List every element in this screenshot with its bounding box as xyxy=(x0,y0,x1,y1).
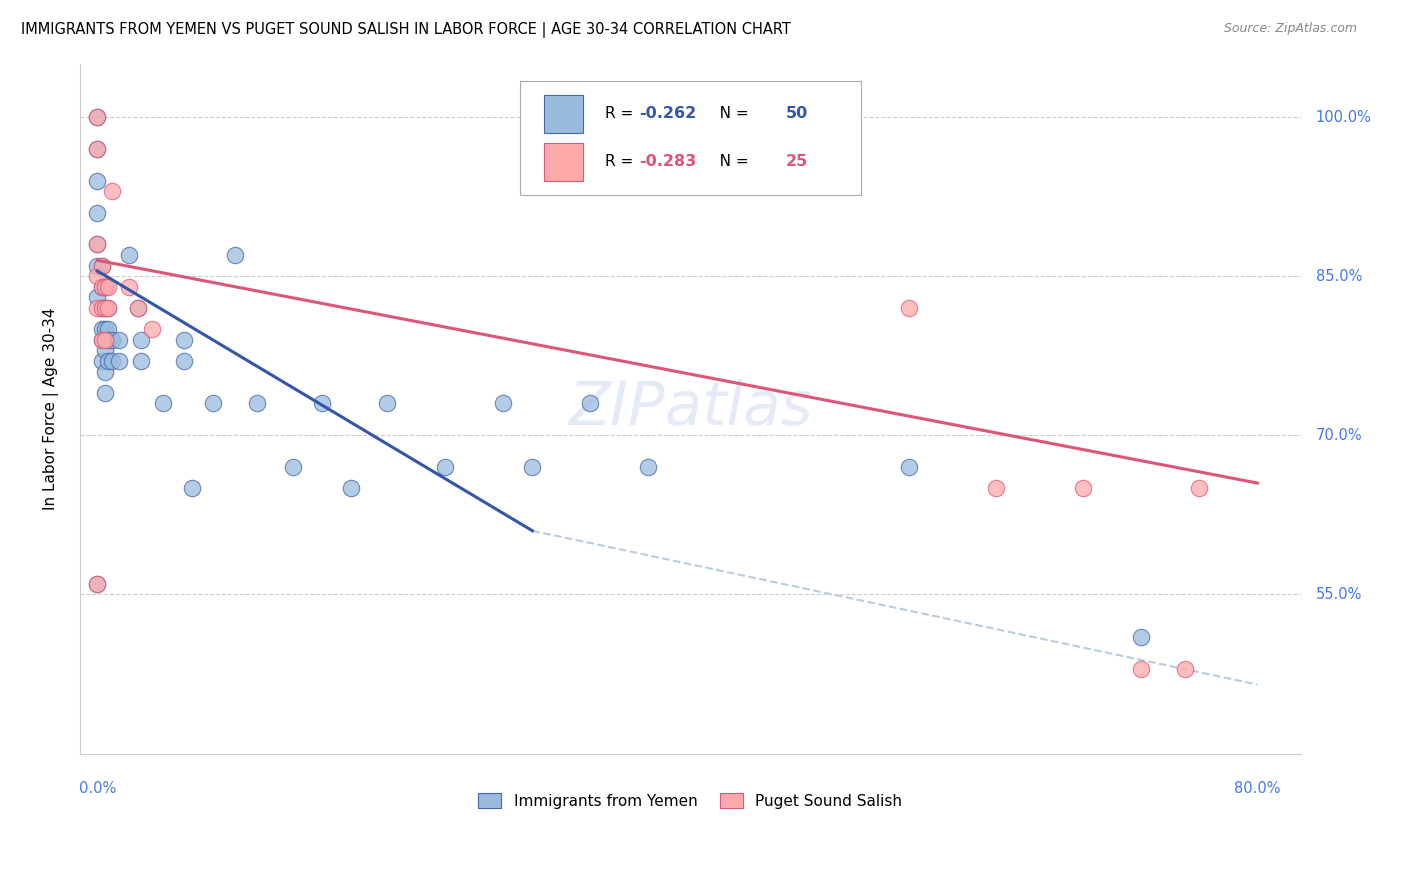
Point xyxy=(434,460,457,475)
Point xyxy=(311,396,333,410)
Point xyxy=(173,333,195,347)
FancyBboxPatch shape xyxy=(519,81,862,195)
Point xyxy=(118,280,141,294)
Bar xyxy=(544,95,583,133)
Point xyxy=(101,354,124,368)
Point xyxy=(93,343,115,358)
Point xyxy=(93,322,115,336)
Point xyxy=(90,333,112,347)
Point xyxy=(101,185,124,199)
Point xyxy=(281,460,304,475)
Point xyxy=(1073,481,1095,495)
Point xyxy=(90,322,112,336)
Point xyxy=(108,333,131,347)
Point xyxy=(340,481,363,495)
Point xyxy=(90,259,112,273)
Point xyxy=(93,301,115,315)
Point xyxy=(93,333,115,347)
Point xyxy=(986,481,1008,495)
Point xyxy=(202,396,225,410)
Point xyxy=(90,259,112,273)
Point xyxy=(86,237,108,252)
Point xyxy=(246,396,269,410)
Point xyxy=(90,333,112,347)
Point xyxy=(86,290,108,304)
Point xyxy=(96,301,118,315)
Text: 55.0%: 55.0% xyxy=(1316,587,1362,602)
Text: 80.0%: 80.0% xyxy=(1234,781,1281,796)
Text: N =: N = xyxy=(704,154,754,169)
Point xyxy=(96,322,118,336)
Point xyxy=(118,248,141,262)
Point xyxy=(86,237,108,252)
Text: IMMIGRANTS FROM YEMEN VS PUGET SOUND SALISH IN LABOR FORCE | AGE 30-34 CORRELATI: IMMIGRANTS FROM YEMEN VS PUGET SOUND SAL… xyxy=(21,22,792,38)
Point xyxy=(108,354,131,368)
Point xyxy=(129,333,152,347)
Point xyxy=(90,301,112,315)
Text: -0.283: -0.283 xyxy=(640,154,696,169)
Point xyxy=(180,481,202,495)
Point xyxy=(90,280,112,294)
Point xyxy=(173,354,195,368)
Text: N =: N = xyxy=(704,106,754,121)
Point xyxy=(93,280,115,294)
Point xyxy=(86,205,108,219)
Point xyxy=(86,576,108,591)
Point xyxy=(86,142,108,156)
Text: Source: ZipAtlas.com: Source: ZipAtlas.com xyxy=(1223,22,1357,36)
Point xyxy=(898,460,921,475)
Point xyxy=(129,354,152,368)
Point xyxy=(637,460,659,475)
Point xyxy=(579,396,602,410)
Point xyxy=(224,248,246,262)
Point xyxy=(1174,662,1197,676)
Point xyxy=(1130,662,1153,676)
Text: 25: 25 xyxy=(786,154,808,169)
Point xyxy=(492,396,515,410)
Point xyxy=(522,460,544,475)
Point xyxy=(127,301,149,315)
Point xyxy=(101,333,124,347)
Point xyxy=(93,385,115,400)
Point xyxy=(1188,481,1211,495)
Text: R =: R = xyxy=(605,154,638,169)
Point xyxy=(90,301,112,315)
Text: R =: R = xyxy=(605,106,638,121)
Point xyxy=(86,110,108,124)
Point xyxy=(86,110,108,124)
Point xyxy=(377,396,399,410)
Text: ZIPatlas: ZIPatlas xyxy=(568,379,813,438)
Point xyxy=(90,354,112,368)
Point xyxy=(898,301,921,315)
Text: 0.0%: 0.0% xyxy=(79,781,115,796)
Point xyxy=(141,322,163,336)
Legend: Immigrants from Yemen, Puget Sound Salish: Immigrants from Yemen, Puget Sound Salis… xyxy=(472,787,908,814)
Point xyxy=(152,396,174,410)
Bar xyxy=(544,143,583,181)
Point xyxy=(86,142,108,156)
Point xyxy=(93,301,115,315)
Point xyxy=(86,576,108,591)
Text: 50: 50 xyxy=(786,106,808,121)
Point xyxy=(96,301,118,315)
Point xyxy=(93,280,115,294)
Point xyxy=(86,269,108,284)
Point xyxy=(90,280,112,294)
Point xyxy=(96,354,118,368)
Point xyxy=(96,280,118,294)
Point xyxy=(127,301,149,315)
Point xyxy=(86,259,108,273)
Point xyxy=(93,365,115,379)
Text: 100.0%: 100.0% xyxy=(1316,110,1371,125)
Text: -0.262: -0.262 xyxy=(640,106,696,121)
Text: 70.0%: 70.0% xyxy=(1316,428,1362,442)
Point xyxy=(96,333,118,347)
Y-axis label: In Labor Force | Age 30-34: In Labor Force | Age 30-34 xyxy=(44,308,59,510)
Point xyxy=(86,301,108,315)
Text: 85.0%: 85.0% xyxy=(1316,268,1362,284)
Point xyxy=(86,174,108,188)
Point xyxy=(1130,630,1153,644)
